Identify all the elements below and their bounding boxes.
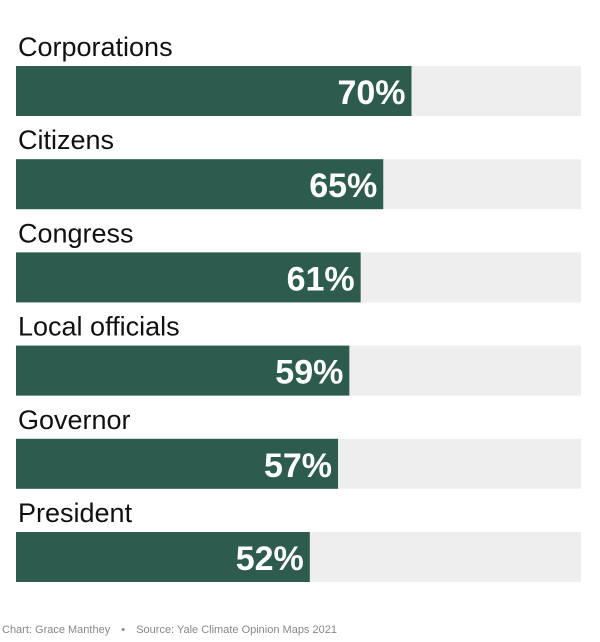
bar — [16, 438, 339, 489]
category-label: President — [18, 498, 133, 528]
bar-value-label: 70% — [337, 74, 405, 112]
footer-separator: • — [121, 624, 126, 636]
category-label: Governor — [18, 405, 131, 435]
chart-footer: Chart: Grace Manthey • Source: Yale Clim… — [2, 624, 337, 636]
bar — [16, 159, 384, 210]
bar-value-label: 59% — [275, 354, 343, 392]
category-label: Corporations — [18, 32, 173, 62]
bar-value-label: 52% — [236, 540, 304, 578]
category-label: Congress — [18, 218, 134, 248]
bar-value-label: 57% — [264, 447, 332, 485]
bar-chart: Corporations 70% Citizens 65% Congress 61% Loc… — [16, 32, 581, 582]
chart-source: Source: Yale Climate Opinion Maps 2021 — [136, 624, 337, 636]
category-label: Local officials — [18, 312, 180, 342]
bar — [16, 252, 361, 303]
bar — [16, 532, 310, 582]
category-label: Citizens — [18, 125, 114, 155]
bar — [16, 345, 350, 396]
bar-value-label: 61% — [287, 260, 355, 298]
chart-credit: Chart: Grace Manthey — [2, 624, 111, 636]
bar — [16, 66, 412, 116]
bar-value-label: 65% — [309, 167, 377, 205]
